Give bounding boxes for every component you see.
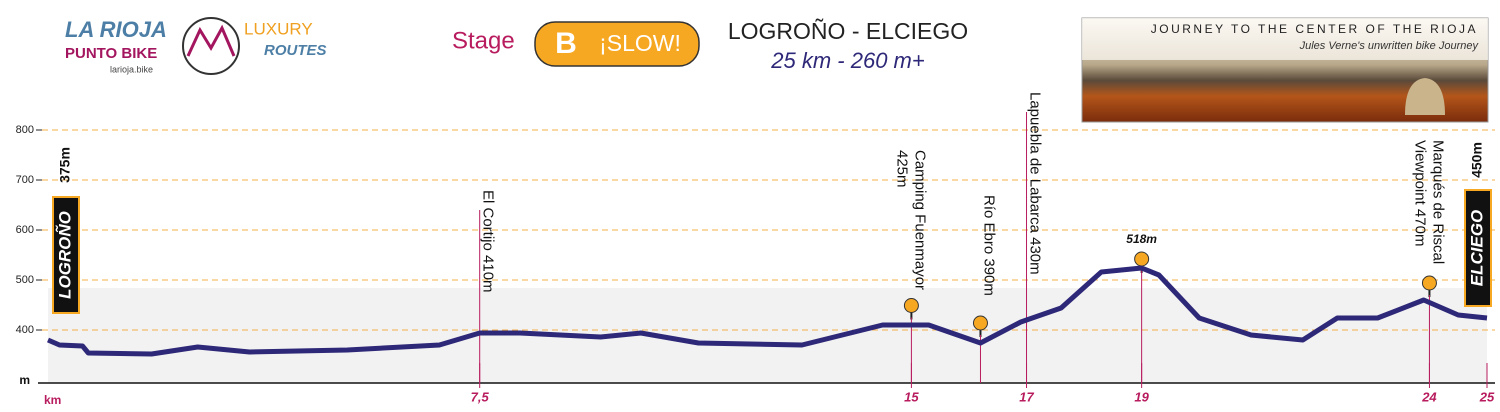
end-box — [1464, 189, 1492, 307]
luxury: LUXURY — [244, 19, 313, 38]
x-tick-label: 7,5 — [471, 389, 490, 404]
y-tick-label: 800 — [16, 124, 34, 136]
annotation-label: Lapuebla de Labarca 430m — [1027, 92, 1044, 275]
y-tick-label: 600 — [16, 224, 34, 236]
pin — [1421, 275, 1437, 291]
start-label: LOGROÑO — [54, 211, 74, 299]
photo-subtitle: Jules Verne's unwritten bike Journey — [1299, 40, 1480, 52]
pin — [903, 298, 919, 313]
y-tick-label: 700 — [16, 174, 34, 186]
y-tick-label: 500 — [16, 274, 34, 286]
annotation-label: Viewpoint 470m — [1411, 140, 1428, 246]
annotation-label: Camping Fuenmayor — [911, 150, 928, 290]
annotation-label: Marqués de Riscal — [1429, 140, 1446, 264]
elevation-line — [47, 265, 1488, 357]
site: larioja.bike — [110, 64, 153, 74]
brand-sub: PUNTO BIKE — [65, 45, 157, 62]
emblem-mountains — [186, 24, 236, 57]
stage-letter: B — [555, 27, 577, 60]
start-elevation: 375m — [57, 147, 73, 183]
chart-title: LOGROÑO - ELCIEGO — [728, 18, 968, 44]
end-elevation: 450m — [1469, 142, 1485, 178]
start-box — [52, 196, 80, 314]
x-tick-label: 19 — [1134, 389, 1149, 404]
annotation-label: El Cortijo 410m — [480, 190, 497, 293]
x-tick-label: 25 — [1479, 389, 1495, 404]
stage-badge — [534, 21, 700, 67]
chart-subtitle: 25 km - 260 m+ — [770, 48, 925, 73]
x-axis-label: km — [44, 393, 61, 407]
x-tick-label: 15 — [904, 389, 919, 404]
brand: LA RIOJA — [65, 17, 167, 42]
annotation-label: 425m — [893, 150, 910, 188]
y-tick-label: 400 — [16, 324, 34, 336]
end-label: ELCIEGO — [1467, 210, 1486, 287]
x-tick-label: 24 — [1421, 389, 1437, 404]
pin — [1134, 251, 1150, 267]
photo-title: JOURNEY TO THE CENTER OF THE RIOJA — [1151, 22, 1478, 36]
photo-sky — [1082, 18, 1488, 60]
pin — [972, 315, 988, 331]
annotation-label: Río Ebro 390m — [981, 195, 998, 296]
x-tick-label: 17 — [1019, 389, 1034, 404]
annotation-label: 518m — [1126, 232, 1157, 246]
photo-hut — [1405, 78, 1445, 115]
routes: ROUTES — [264, 42, 327, 59]
y-axis-label: m — [19, 373, 30, 387]
stage-word: Stage — [452, 27, 515, 54]
stage-name: ¡SLOW! — [599, 30, 681, 56]
